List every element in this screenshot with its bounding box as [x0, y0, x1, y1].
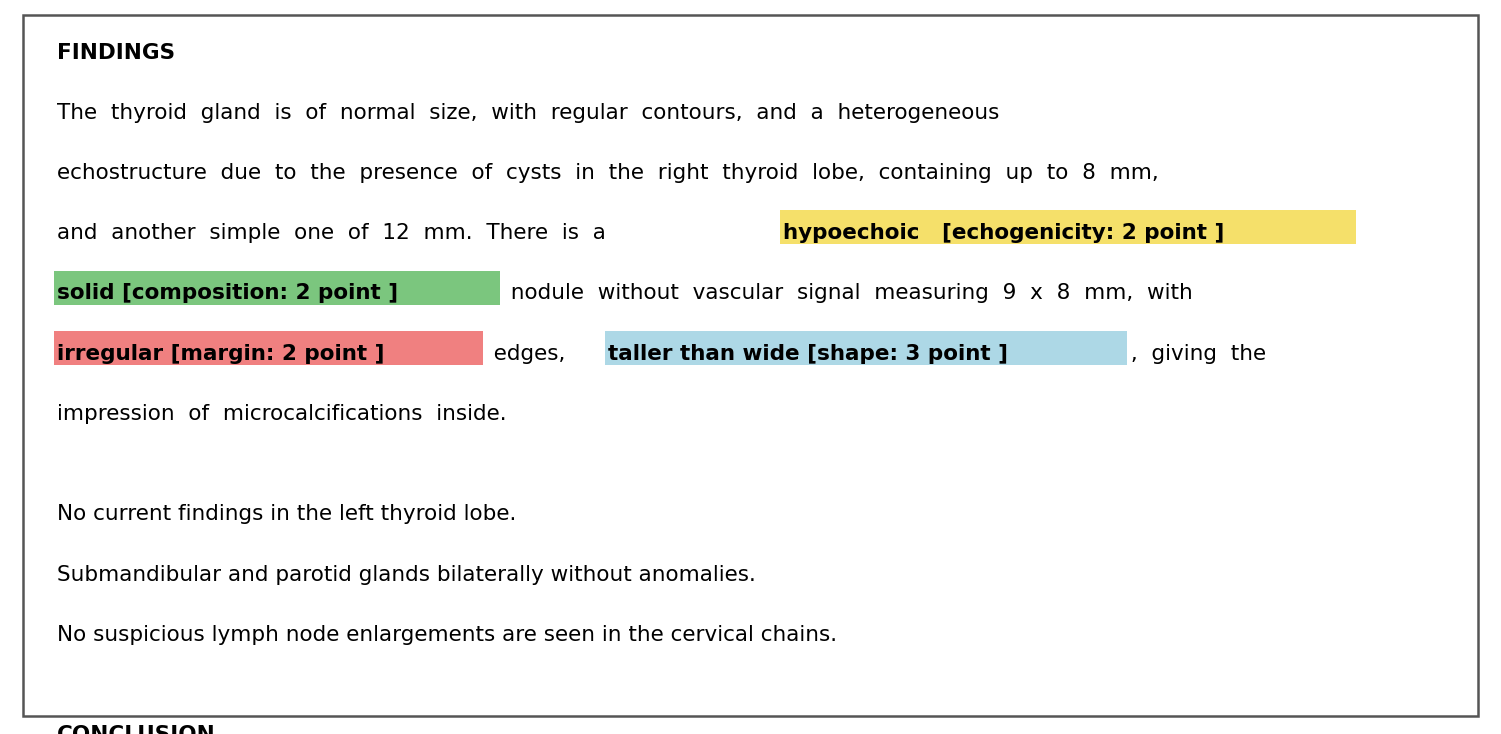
FancyBboxPatch shape	[54, 331, 483, 365]
Text: impression  of  microcalcifications  inside.: impression of microcalcifications inside…	[57, 404, 507, 424]
Text: FINDINGS: FINDINGS	[57, 43, 176, 62]
FancyBboxPatch shape	[781, 211, 1355, 244]
Text: echostructure  due  to  the  presence  of  cysts  in  the  right  thyroid  lobe,: echostructure due to the presence of cys…	[57, 163, 1159, 183]
FancyBboxPatch shape	[54, 271, 500, 305]
Text: edges,: edges,	[480, 344, 579, 363]
FancyBboxPatch shape	[23, 15, 1478, 716]
Text: No current findings in the left thyroid lobe.: No current findings in the left thyroid …	[57, 504, 516, 524]
Text: CONCLUSION: CONCLUSION	[57, 725, 216, 734]
Text: irregular [margin: 2 point ]: irregular [margin: 2 point ]	[57, 344, 384, 363]
Text: ,  giving  the: , giving the	[1124, 344, 1265, 363]
FancyBboxPatch shape	[605, 331, 1127, 365]
Text: and  another  simple  one  of  12  mm.  There  is  a: and another simple one of 12 mm. There i…	[57, 223, 620, 243]
Text: hypoechoic   [echogenicity: 2 point ]: hypoechoic [echogenicity: 2 point ]	[784, 223, 1225, 243]
Text: Submandibular and parotid glands bilaterally without anomalies.: Submandibular and parotid glands bilater…	[57, 564, 757, 584]
Text: No suspicious lymph node enlargements are seen in the cervical chains.: No suspicious lymph node enlargements ar…	[57, 625, 838, 644]
Text: The  thyroid  gland  is  of  normal  size,  with  regular  contours,  and  a  he: The thyroid gland is of normal size, wit…	[57, 103, 1000, 123]
Text: nodule  without  vascular  signal  measuring  9  x  8  mm,  with: nodule without vascular signal measuring…	[497, 283, 1193, 303]
Text: solid [composition: 2 point ]: solid [composition: 2 point ]	[57, 283, 398, 303]
Text: taller than wide [shape: 3 point ]: taller than wide [shape: 3 point ]	[608, 344, 1007, 363]
